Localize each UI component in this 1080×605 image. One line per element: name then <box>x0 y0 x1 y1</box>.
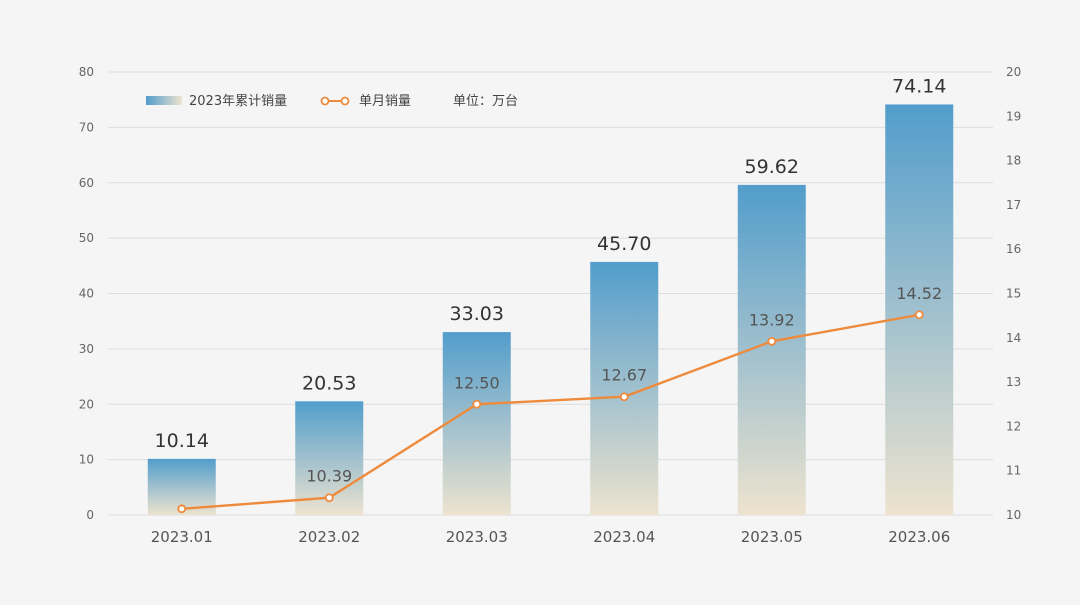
bar <box>442 332 511 515</box>
legend-line-marker-right <box>340 96 350 106</box>
line-path <box>181 313 920 510</box>
right-tick-label: 16 <box>1006 242 1021 256</box>
x-axis-ticks: 2023.01 2023.02 2023.03 2023.04 2023.05 2023.… <box>151 528 951 546</box>
x-tick-label: 2023.06 <box>888 528 950 546</box>
bar-value-label: 45.70 <box>597 233 651 255</box>
right-tick-label: 19 <box>1006 109 1021 123</box>
bar <box>885 104 954 515</box>
line-series: 10.39 12.50 12.67 13.92 14.52 <box>177 284 942 514</box>
right-tick-label: 12 <box>1006 419 1021 433</box>
bar-value-label: 10.14 <box>155 430 209 452</box>
line-value-label: 12.50 <box>454 373 500 392</box>
left-tick-label: 80 <box>79 65 94 79</box>
x-tick-label: 2023.03 <box>446 528 508 546</box>
line-value-label: 14.52 <box>896 284 942 303</box>
legend: 2023年累计销量 单月销量 单位：万台 <box>146 94 518 109</box>
right-tick-label: 18 <box>1006 154 1021 168</box>
x-tick-label: 2023.05 <box>741 528 803 546</box>
bar-value-label: 33.03 <box>450 303 504 325</box>
line-point <box>914 310 924 320</box>
right-tick-label: 13 <box>1006 375 1021 389</box>
line-point <box>324 493 334 503</box>
right-tick-label: 14 <box>1006 331 1021 345</box>
left-tick-label: 0 <box>86 508 94 522</box>
x-tick-label: 2023.02 <box>298 528 360 546</box>
bar-value-label: 20.53 <box>302 372 356 394</box>
legend-line-label: 单月销量 <box>359 94 411 109</box>
right-tick-label: 10 <box>1006 508 1021 522</box>
line-value-label: 10.39 <box>306 467 352 486</box>
left-tick-label: 70 <box>79 120 94 134</box>
left-tick-label: 10 <box>79 453 94 467</box>
x-tick-label: 2023.01 <box>151 528 213 546</box>
right-tick-label: 20 <box>1006 65 1021 79</box>
left-tick-label: 60 <box>79 176 94 190</box>
bar-series: 10.14 20.53 33.03 45.70 59.62 74.14 <box>147 75 954 515</box>
line-point <box>619 392 629 402</box>
line-point <box>472 399 482 409</box>
right-tick-label: 17 <box>1006 198 1021 212</box>
line-value-label: 12.67 <box>601 366 647 385</box>
x-tick-label: 2023.04 <box>593 528 655 546</box>
legend-bar-swatch <box>146 96 182 105</box>
right-tick-label: 11 <box>1006 464 1021 478</box>
right-axis-ticks: 10 11 12 13 14 15 16 17 18 19 20 <box>1006 65 1021 522</box>
line-value-label: 13.92 <box>749 310 795 329</box>
left-tick-label: 30 <box>79 342 94 356</box>
left-axis-ticks: 0 10 20 30 40 50 60 70 80 <box>79 65 94 522</box>
line-point <box>177 504 187 514</box>
line-point <box>767 336 777 346</box>
left-tick-label: 40 <box>79 287 94 301</box>
left-tick-label: 50 <box>79 231 94 245</box>
legend-bar-label: 2023年累计销量 <box>189 94 287 109</box>
legend-line-marker-left <box>320 96 330 106</box>
left-tick-label: 20 <box>79 397 94 411</box>
bar-value-label: 74.14 <box>892 75 946 97</box>
right-tick-label: 15 <box>1006 287 1021 301</box>
bar-value-label: 59.62 <box>745 156 799 178</box>
grid-lines <box>108 71 993 516</box>
legend-unit-label: 单位：万台 <box>453 94 518 109</box>
